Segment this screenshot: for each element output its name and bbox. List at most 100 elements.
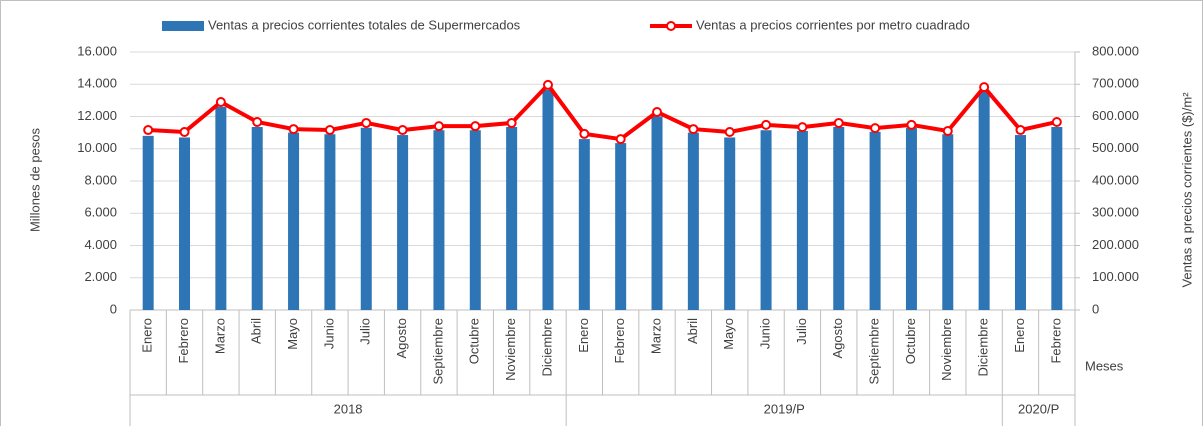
line-marker <box>979 82 990 93</box>
bar <box>1014 135 1026 310</box>
y2-axis-label: Ventas a precios corrientes ($)/m² <box>1179 92 1194 288</box>
x-tick-label: Mayo <box>721 318 736 350</box>
x-tick-label: Abril <box>249 318 264 344</box>
x-tick-label: Julio <box>794 318 809 345</box>
bar <box>433 130 445 310</box>
bar <box>506 126 518 310</box>
y-tick-label: 6.000 <box>84 205 117 220</box>
y2-tick-label: 200.000 <box>1092 237 1139 252</box>
legend-label: Ventas a precios corrientes por metro cu… <box>696 17 970 32</box>
x-tick-label: Mayo <box>285 318 300 350</box>
line-marker <box>1015 125 1026 136</box>
line-marker <box>906 119 917 130</box>
line-marker <box>252 116 263 127</box>
line-marker <box>652 106 663 117</box>
bar <box>360 127 372 310</box>
line-marker <box>506 117 517 128</box>
bar <box>724 137 736 310</box>
line-marker <box>397 125 408 136</box>
line-marker <box>1051 116 1062 127</box>
bar <box>760 130 772 310</box>
y-tick-label: 12.000 <box>77 108 117 123</box>
x-tick-label: Enero <box>140 318 155 353</box>
x-tick-label: Agosto <box>394 318 409 358</box>
x-tick-label: Junio <box>757 318 772 349</box>
legend-swatch-marker <box>666 21 676 31</box>
line-marker <box>615 134 626 145</box>
y2-tick-label: 800.000 <box>1092 43 1139 58</box>
bar <box>833 126 845 310</box>
bar <box>1051 126 1063 310</box>
x-tick-label: Noviembre <box>503 318 518 381</box>
line-marker <box>833 117 844 128</box>
x-tick-label: Agosto <box>830 318 845 358</box>
bar <box>942 134 954 310</box>
bar <box>324 134 336 310</box>
line-marker <box>542 79 553 90</box>
legend-swatch <box>162 21 204 31</box>
y2-tick-label: 600.000 <box>1092 108 1139 123</box>
x-tick-label: Enero <box>576 318 591 353</box>
bar <box>179 137 191 310</box>
bar <box>615 143 627 310</box>
legend-label: Ventas a precios corrientes totales de S… <box>208 17 521 32</box>
line-marker <box>688 124 699 135</box>
x-tick-label: Febrero <box>176 318 191 364</box>
line-marker <box>433 121 444 132</box>
bar <box>288 132 300 310</box>
y-axis-label: Millones de pesos <box>27 127 42 232</box>
x-tick-label: Abril <box>685 318 700 344</box>
line-marker <box>324 125 335 136</box>
bar <box>397 135 409 310</box>
line-marker <box>215 96 226 107</box>
bar <box>215 106 227 310</box>
line-marker <box>143 125 154 136</box>
bar <box>978 90 990 310</box>
line-marker <box>724 126 735 137</box>
line-marker <box>579 128 590 139</box>
y2-tick-label: 300.000 <box>1092 205 1139 220</box>
y2-tick-label: 500.000 <box>1092 140 1139 155</box>
x-axis-label: Meses <box>1085 358 1124 373</box>
line-marker <box>870 123 881 134</box>
x-tick-label: Febrero <box>1048 318 1063 364</box>
y-tick-label: 10.000 <box>77 140 117 155</box>
bar <box>542 89 554 310</box>
y-tick-label: 14.000 <box>77 76 117 91</box>
y2-tick-label: 400.000 <box>1092 172 1139 187</box>
y2-tick-label: 0 <box>1092 301 1099 316</box>
line-marker <box>797 122 808 133</box>
bar <box>251 126 263 310</box>
line-marker <box>470 121 481 132</box>
line-marker <box>942 126 953 137</box>
y-tick-label: 4.000 <box>84 237 117 252</box>
bar <box>578 139 590 310</box>
y-tick-label: 2.000 <box>84 269 117 284</box>
group-label: 2020/P <box>1018 401 1059 416</box>
bar <box>796 131 808 310</box>
bar <box>651 116 663 310</box>
x-tick-label: Octubre <box>903 318 918 364</box>
y-tick-label: 16.000 <box>77 43 117 58</box>
x-tick-label: Septiembre <box>430 318 445 384</box>
bar <box>869 131 881 310</box>
x-tick-label: Marzo <box>212 318 227 354</box>
x-tick-label: Diciembre <box>976 318 991 377</box>
x-tick-label: Septiembre <box>867 318 882 384</box>
group-label: 2019/P <box>764 401 805 416</box>
group-label: 2018 <box>334 401 363 416</box>
y-tick-label: 0 <box>110 301 117 316</box>
bar <box>469 130 481 310</box>
y2-tick-label: 700.000 <box>1092 76 1139 91</box>
x-tick-label: Enero <box>1012 318 1027 353</box>
x-tick-label: Noviembre <box>939 318 954 381</box>
y-tick-label: 8.000 <box>84 172 117 187</box>
y2-tick-label: 100.000 <box>1092 269 1139 284</box>
x-tick-label: Octubre <box>467 318 482 364</box>
bar <box>687 132 699 310</box>
line-marker <box>288 124 299 135</box>
bar <box>905 127 917 310</box>
line-marker <box>361 117 372 128</box>
line-marker <box>761 119 772 130</box>
